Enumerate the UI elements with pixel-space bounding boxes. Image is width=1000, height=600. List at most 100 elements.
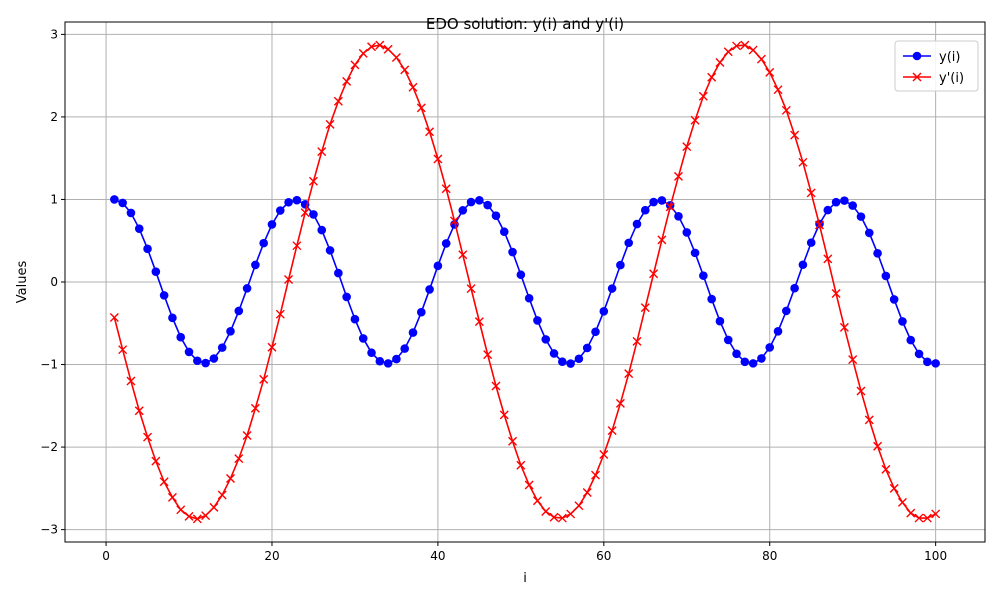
data-point-yprime: [458, 250, 468, 260]
data-point-y: [168, 313, 177, 323]
data-point-y: [458, 206, 468, 215]
data-point-yprime: [773, 85, 783, 95]
data-point-yprime: [416, 103, 426, 113]
y-tick-label: −1: [40, 358, 58, 372]
data-point-yprime: [499, 410, 509, 420]
data-point-yprime: [848, 355, 858, 365]
data-point-yprime: [259, 374, 269, 384]
data-point-yprime: [748, 45, 758, 55]
data-point-y: [732, 349, 741, 359]
data-point-yprime: [300, 208, 310, 218]
data-point-yprime: [242, 431, 252, 441]
data-point-y: [873, 248, 882, 258]
data-point-yprime: [566, 509, 576, 519]
data-point-y: [616, 260, 625, 270]
data-point-yprime: [931, 509, 941, 519]
data-point-yprime: [740, 40, 750, 50]
series-y: [110, 195, 940, 368]
data-point-y: [831, 197, 841, 207]
data-point-yprime: [441, 184, 451, 194]
data-point-yprime: [201, 511, 211, 521]
data-point-y: [342, 292, 351, 302]
data-point-y: [475, 195, 484, 205]
data-point-yprime: [781, 105, 791, 115]
data-point-y: [184, 347, 194, 357]
data-point-y: [657, 196, 667, 205]
data-point-yprime: [383, 44, 393, 54]
data-point-y: [483, 200, 492, 210]
data-point-y: [558, 357, 567, 367]
data-point-y: [931, 359, 940, 368]
data-point-yprime: [408, 82, 418, 92]
data-point-y: [110, 195, 119, 204]
data-point-yprime: [881, 464, 891, 474]
data-point-y: [906, 335, 916, 345]
data-point-y: [889, 295, 899, 304]
data-point-y: [674, 211, 683, 221]
data-point-yprime: [275, 309, 285, 319]
data-point-y: [309, 210, 318, 219]
data-point-y: [881, 271, 891, 281]
data-point-y: [400, 344, 410, 353]
data-point-y: [516, 270, 526, 280]
data-point-yprime: [126, 376, 136, 386]
data-point-y: [757, 354, 766, 363]
data-point-yprime: [375, 40, 385, 50]
data-point-yprime: [483, 350, 493, 360]
data-point-yprime: [508, 436, 518, 446]
data-point-yprime: [798, 157, 808, 167]
legend-label-y: y(i): [939, 50, 960, 65]
data-point-yprime: [823, 254, 833, 264]
data-point-y: [798, 260, 808, 270]
data-point-yprime: [524, 480, 534, 490]
data-point-yprime: [134, 406, 144, 416]
data-point-y: [765, 343, 775, 352]
data-point-y: [134, 224, 144, 233]
y-tick-label: 0: [50, 275, 58, 289]
data-point-yprime: [549, 512, 559, 522]
x-axis-label: i: [523, 571, 527, 586]
data-point-y: [541, 335, 551, 344]
data-point-yprime: [582, 487, 592, 497]
legend-marker-y: [912, 51, 922, 61]
data-point-y: [159, 291, 169, 300]
series-yprime: [109, 40, 941, 524]
series-line-yprime: [113, 44, 936, 520]
x-tick-label: 40: [430, 549, 445, 563]
data-point-yprime: [466, 284, 476, 294]
data-point-y: [226, 326, 235, 336]
data-point-y: [748, 359, 758, 368]
data-point-y: [417, 307, 426, 317]
data-point-y: [707, 294, 716, 304]
y-tick-label: −3: [40, 523, 58, 537]
series-line-y: [114, 198, 936, 365]
data-point-y: [599, 307, 609, 316]
data-point-y: [234, 306, 244, 316]
data-point-yprime: [358, 48, 368, 58]
data-point-y: [392, 354, 401, 364]
data-point-yprime: [209, 502, 219, 512]
data-point-yprime: [557, 513, 567, 523]
data-point-y: [408, 328, 418, 337]
data-point-y: [549, 349, 559, 358]
data-point-yprime: [176, 505, 186, 515]
data-point-yprime: [308, 176, 318, 186]
data-point-y: [782, 306, 791, 316]
data-point-yprime: [698, 91, 708, 101]
data-point-yprime: [615, 398, 625, 408]
data-point-yprime: [673, 171, 683, 181]
data-point-y: [217, 343, 227, 352]
data-point-y: [425, 285, 434, 294]
data-point-y: [699, 271, 708, 280]
data-point-yprime: [342, 76, 352, 86]
data-point-yprime: [574, 501, 584, 511]
data-point-y: [898, 317, 907, 326]
data-point-y: [441, 239, 451, 248]
series-layer: [109, 40, 941, 524]
data-point-y: [317, 225, 327, 235]
data-point-y: [524, 293, 534, 303]
data-point-y: [375, 356, 385, 366]
data-point-yprime: [632, 336, 642, 346]
data-point-yprime: [226, 473, 235, 483]
